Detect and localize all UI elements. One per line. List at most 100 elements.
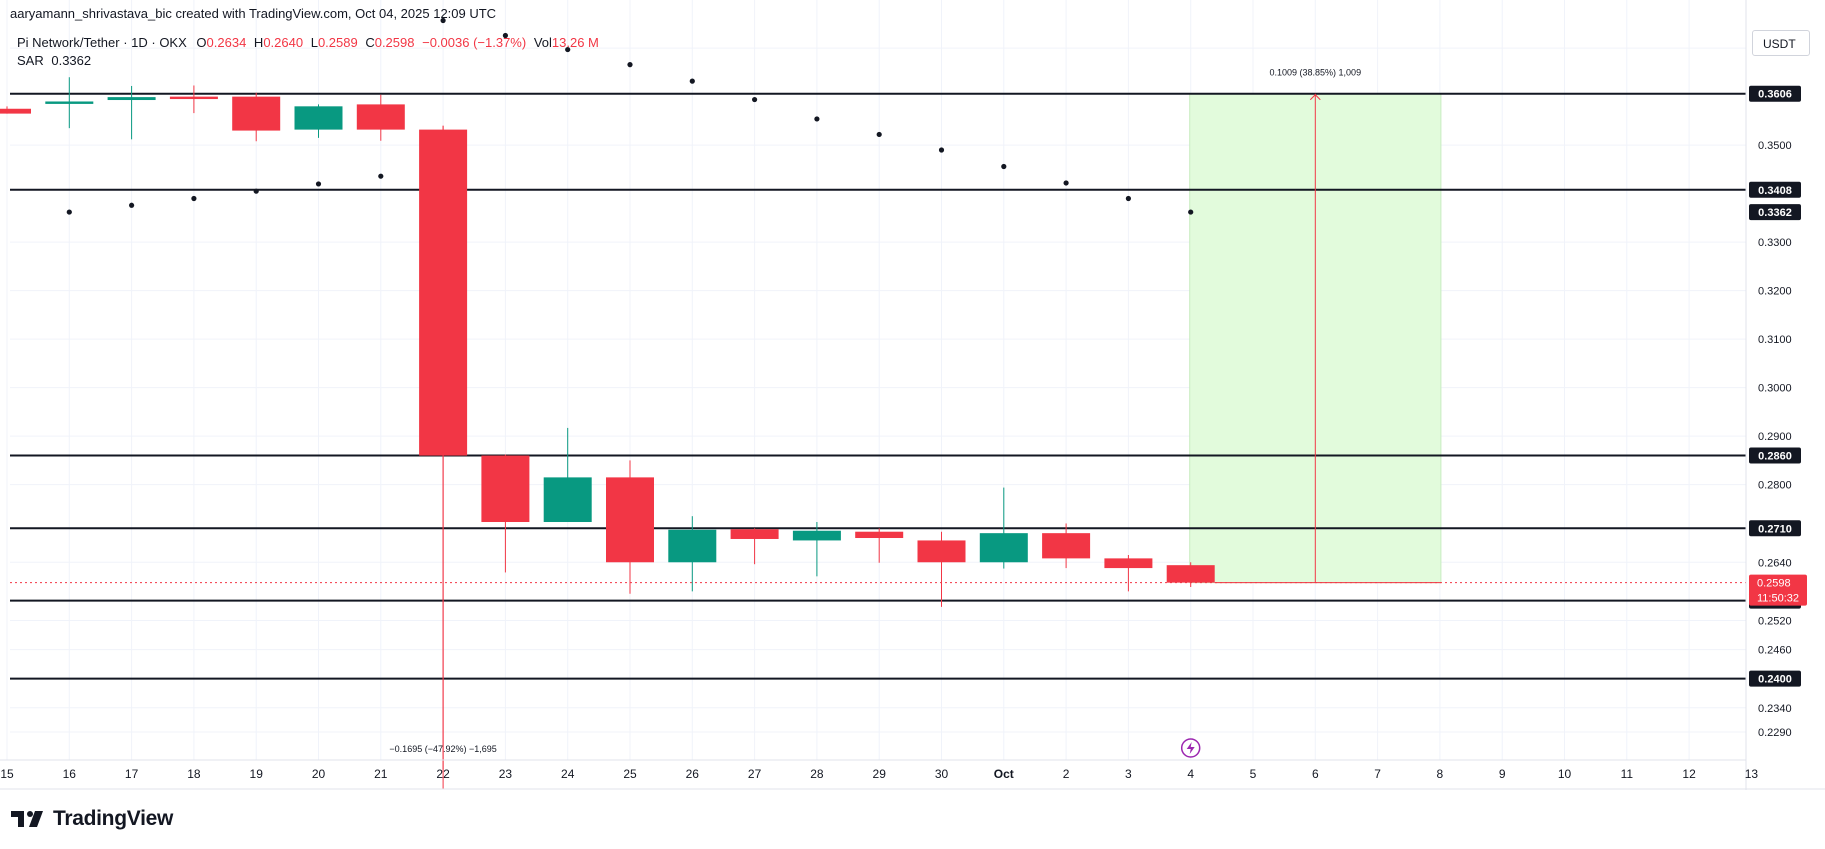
- price-badge-bg: [1749, 447, 1801, 464]
- candle: [855, 528, 904, 563]
- measure-up-label: 0.1009 (38.85%) 1,009: [1270, 68, 1362, 78]
- x-tick-label: 16: [63, 767, 77, 781]
- measure-down-label: −0.1695 (−47.92%) −1,695: [389, 744, 496, 754]
- close-value: 0.2598: [374, 35, 415, 50]
- candle: [1042, 523, 1091, 569]
- y-tick-label: 0.2900: [1758, 431, 1792, 443]
- last-price-value: 0.2598: [1757, 578, 1791, 590]
- candle: [1104, 554, 1153, 592]
- x-tick-label: 18: [187, 767, 201, 781]
- tradingview-logo[interactable]: TradingView: [11, 807, 173, 831]
- y-tick-label: 0.2290: [1758, 727, 1792, 739]
- x-tick-label: 12: [1682, 767, 1696, 781]
- x-tick-label: 26: [686, 767, 700, 781]
- candle-body: [979, 533, 1028, 563]
- sar-dot: [315, 181, 322, 187]
- sar-dot: [66, 209, 72, 215]
- y-tick-label: 0.3300: [1758, 237, 1792, 249]
- candle: [45, 77, 94, 129]
- x-tick-label: 21: [374, 767, 388, 781]
- candle: [232, 92, 281, 142]
- x-tick-label: 10: [1558, 767, 1572, 781]
- measure-up-arrowhead: [1309, 94, 1321, 101]
- x-tick-label: 5: [1250, 767, 1257, 781]
- candle-body: [792, 530, 841, 541]
- price-badge-label: 0.2400: [1758, 674, 1792, 686]
- price-badge: 0.3362: [1749, 204, 1801, 221]
- close-label: C: [365, 35, 375, 50]
- y-tick-label: 0.2520: [1758, 615, 1792, 627]
- price-badge-bg: [1749, 204, 1801, 221]
- open-label: O: [196, 35, 207, 50]
- x-tick-label: 29: [873, 767, 887, 781]
- candle-body: [107, 97, 156, 101]
- last-price-countdown: 11:50:32: [1757, 593, 1799, 605]
- price-badge: 0.2710: [1749, 520, 1801, 537]
- price-badge-label: 0.2710: [1758, 523, 1792, 535]
- x-tick-label: 11: [1621, 767, 1634, 781]
- x-tick-label: 7: [1374, 767, 1381, 781]
- candle-body: [730, 529, 779, 539]
- candle-body: [1166, 565, 1215, 583]
- high-value: 0.2640: [263, 35, 304, 50]
- candle-body: [917, 540, 966, 563]
- candle: [917, 531, 966, 607]
- volume-label: Vol: [533, 35, 552, 50]
- low-label: L: [310, 35, 318, 50]
- candle: [481, 454, 530, 573]
- y-tick-label: 0.3200: [1758, 286, 1792, 298]
- sar-dot: [253, 188, 259, 194]
- sar-value: 0.3362: [51, 53, 92, 68]
- candle-body: [232, 96, 281, 131]
- x-tick-label: 6: [1312, 767, 1319, 781]
- x-tick-label: 9: [1499, 767, 1506, 781]
- price-badge-bg: [1749, 85, 1801, 102]
- symbol-info[interactable]: Pi Network/Tether · 1D · OKX: [17, 35, 187, 50]
- created-by-text: aaryamann_shrivastava_bic created with T…: [10, 6, 497, 21]
- y-tick-label: 0.3000: [1758, 383, 1792, 395]
- candle-body: [668, 529, 717, 563]
- candle: [0, 106, 31, 114]
- x-tick-label: 25: [623, 767, 637, 781]
- candle: [979, 487, 1028, 569]
- candle: [668, 516, 717, 592]
- sar-dot: [876, 131, 882, 138]
- sar-dot: [565, 46, 571, 53]
- sar-dot: [752, 96, 758, 103]
- x-tick-label: 27: [748, 767, 762, 781]
- candle-body: [419, 129, 468, 456]
- price-badge: 0.3408: [1749, 181, 1801, 198]
- sar-row: SAR 0.3362: [17, 52, 599, 70]
- currency-button[interactable]: USDT: [1752, 30, 1810, 56]
- x-tick-label: 13: [1745, 767, 1759, 781]
- price-badge: 0.3606: [1749, 85, 1801, 102]
- x-tick-label: 24: [561, 767, 575, 781]
- tradingview-logo-icon: [11, 811, 43, 827]
- price-badge: 0.2400: [1749, 670, 1801, 687]
- sar-dot: [1001, 163, 1007, 170]
- y-tick-label: 0.3100: [1758, 334, 1792, 346]
- x-tick-label: 19: [250, 767, 264, 781]
- sar-dot: [627, 62, 633, 68]
- x-tick-label: 28: [810, 767, 824, 781]
- price-badge-label: 0.3606: [1758, 89, 1792, 101]
- price-badge-bg: [1749, 181, 1801, 198]
- x-tick-label: 4: [1187, 767, 1194, 781]
- candle: [294, 104, 343, 138]
- volume-value: 13.26 M: [551, 35, 599, 50]
- chart-legend: Pi Network/Tether · 1D · OKX O0.2634 H0.…: [17, 34, 599, 70]
- sar-dot: [502, 32, 508, 39]
- event-icon-bolt: [1186, 742, 1195, 754]
- price-badge-label: 0.2860: [1758, 451, 1792, 463]
- sar-label[interactable]: SAR: [17, 53, 44, 68]
- price-axis-bg: [1746, 0, 1825, 790]
- y-tick-label: 0.3500: [1758, 140, 1792, 152]
- candle: [543, 427, 592, 523]
- x-tick-label: 22: [436, 767, 450, 781]
- x-tick-label: 2: [1063, 767, 1070, 781]
- x-tick-label: 20: [312, 767, 326, 781]
- candle: [169, 85, 218, 114]
- ohlc-row: Pi Network/Tether · 1D · OKX O0.2634 H0.…: [17, 34, 599, 52]
- price-badge-label: 0.3408: [1758, 185, 1792, 197]
